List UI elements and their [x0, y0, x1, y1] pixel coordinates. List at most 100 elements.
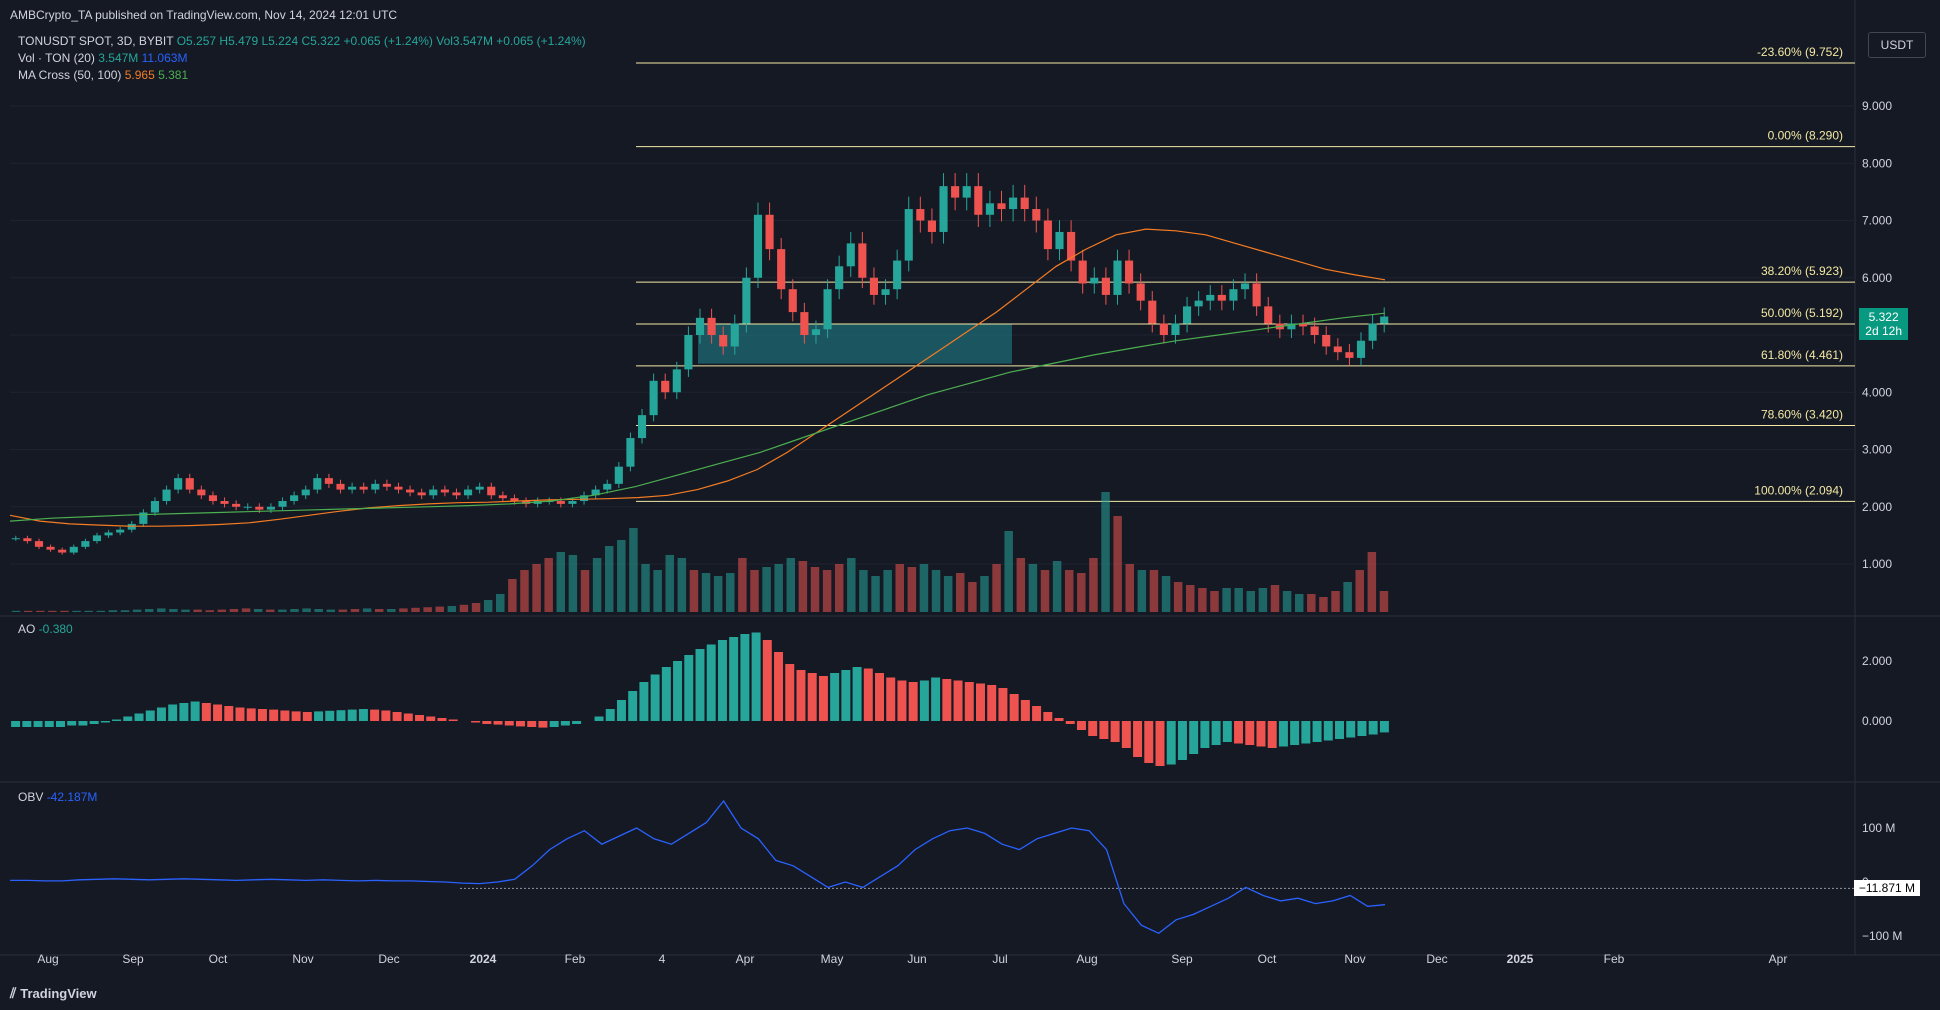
- volume-bar: [629, 528, 638, 612]
- volume-bar: [1077, 573, 1086, 612]
- volume-bar: [992, 564, 1001, 612]
- volume-label: Vol · TON (20): [18, 51, 95, 65]
- volume-bar: [157, 608, 166, 612]
- ao-bar: [762, 640, 772, 721]
- ao-bar: [594, 716, 604, 721]
- candle-body: [116, 529, 125, 533]
- ao-bar: [785, 664, 795, 721]
- volume-bar: [604, 546, 614, 612]
- volume-bar: [859, 570, 868, 612]
- candle-body: [243, 506, 252, 508]
- volume-bar: [241, 608, 251, 612]
- candle-body: [464, 489, 473, 496]
- volume-bar: [653, 570, 662, 612]
- ma-cross-label: MA Cross (50, 100): [18, 68, 122, 82]
- ao-bar: [1189, 721, 1199, 754]
- candle-body: [1125, 260, 1134, 284]
- volume-bar: [374, 609, 384, 612]
- time-tick-label: Oct: [209, 952, 228, 966]
- candle-body: [707, 317, 716, 335]
- volume-bar: [508, 579, 517, 612]
- ao-bar: [1099, 721, 1109, 739]
- volume-bar: [1258, 588, 1268, 612]
- ao-bar: [336, 710, 346, 721]
- ao-bar: [897, 680, 907, 721]
- candle-body: [939, 186, 948, 232]
- ao-bar: [605, 709, 615, 721]
- ao-bar: [998, 688, 1008, 721]
- volume-bar: [1379, 591, 1389, 612]
- candle-body: [742, 277, 751, 324]
- volume-bar: [1161, 576, 1171, 612]
- volume-bar: [568, 555, 578, 612]
- ao-bar: [392, 712, 402, 721]
- ao-bar: [1121, 721, 1131, 748]
- volume-bar: [23, 610, 33, 612]
- time-tick-label: Nov: [292, 952, 313, 966]
- volume-bar: [774, 564, 783, 612]
- candle-body: [11, 538, 20, 540]
- volume-bar: [1319, 597, 1328, 612]
- candle-body: [1171, 323, 1180, 335]
- ao-tick-label: 0.000: [1862, 714, 1892, 728]
- symbol-legend[interactable]: TONUSDT SPOT, 3D, BYBIT O5.257 H5.479 L5…: [18, 34, 586, 48]
- volume-bar: [471, 603, 481, 612]
- time-tick-label: Jul: [992, 952, 1007, 966]
- fib-level-label: 78.60% (3.420): [1761, 407, 1843, 421]
- candle-body: [614, 466, 623, 484]
- ao-bar: [830, 673, 840, 721]
- candle-body: [371, 483, 380, 490]
- ao-bar: [1065, 721, 1075, 724]
- candle-body: [255, 506, 264, 510]
- time-tick-label: Aug: [1076, 952, 1097, 966]
- ao-bar: [448, 719, 458, 721]
- candle-body: [452, 492, 461, 496]
- obv-legend[interactable]: OBV -42.187M: [18, 790, 97, 804]
- candle-body: [266, 506, 275, 510]
- volume-bar: [399, 608, 408, 612]
- ao-bar: [145, 710, 155, 721]
- volume-bar: [907, 567, 917, 612]
- candle-body: [1333, 346, 1342, 353]
- volume-bar: [1307, 594, 1316, 612]
- ao-bar: [987, 685, 997, 721]
- candle-body: [568, 501, 577, 504]
- ao-bar: [56, 721, 65, 727]
- candle-body: [1217, 294, 1226, 301]
- volume-bar: [532, 564, 541, 612]
- ao-bar: [1379, 721, 1389, 733]
- ao-bar: [875, 673, 884, 721]
- ao-bar: [1009, 694, 1019, 721]
- ao-legend[interactable]: AO -0.380: [18, 622, 73, 636]
- ao-bar: [538, 721, 548, 728]
- volume-bar: [435, 606, 444, 612]
- ao-bar: [740, 634, 750, 721]
- price-tick-label: 6.000: [1862, 271, 1892, 285]
- volume-bar: [738, 558, 747, 612]
- ao-bar: [841, 670, 851, 721]
- candle-body: [232, 503, 241, 507]
- candle-body: [1101, 277, 1110, 295]
- ma-cross-legend[interactable]: MA Cross (50, 100) 5.965 5.381: [18, 68, 188, 82]
- candle-body: [208, 495, 217, 502]
- candle-body: [626, 438, 635, 467]
- candle-body: [649, 380, 658, 416]
- ao-bar: [1312, 721, 1322, 742]
- volume-bar: [1210, 591, 1219, 612]
- volume-bar: [919, 564, 929, 612]
- volume-bar: [1173, 582, 1183, 612]
- tradingview-logo[interactable]: ⫽ TradingView: [10, 985, 97, 1002]
- volume-bar: [810, 567, 820, 612]
- price-tick-label: 7.000: [1862, 214, 1892, 228]
- ao-bar: [1032, 706, 1042, 721]
- ao-bar: [44, 721, 54, 727]
- time-tick-label: 2024: [470, 952, 497, 966]
- ao-bar: [370, 709, 380, 721]
- currency-selector[interactable]: USDT: [1868, 32, 1926, 58]
- candle-body: [1078, 260, 1087, 284]
- volume-legend[interactable]: Vol · TON (20) 3.547M 11.063M: [18, 51, 187, 65]
- candle-body: [684, 335, 693, 370]
- tv-brand: TradingView: [20, 986, 97, 1001]
- ao-bar: [1076, 721, 1086, 730]
